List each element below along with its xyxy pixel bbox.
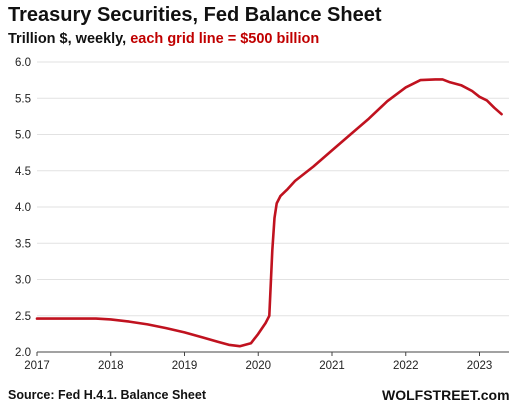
y-tick-label: 2.0 (15, 347, 31, 359)
y-tick-label: 5.0 (15, 130, 31, 142)
grid-lines (37, 61, 509, 353)
x-tick-label: 2019 (172, 360, 198, 372)
x-tick-label: 2017 (24, 360, 50, 372)
x-tick-label: 2021 (319, 360, 345, 372)
chart-subtitle: Trillion $, weekly, each grid line = $50… (8, 31, 319, 47)
series-layer (35, 78, 503, 348)
subtitle-units: Trillion $, weekly, (8, 31, 131, 47)
y-tick-label: 5.5 (15, 93, 31, 105)
x-tick-label: 2022 (393, 360, 419, 372)
y-axis: 2.0 2.5 3.0 3.5 4.0 4.5 5.0 5.5 6.0 (15, 57, 31, 359)
series-line (35, 78, 503, 348)
y-tick-label: 4.0 (15, 202, 31, 214)
x-tick-label: 2023 (467, 360, 493, 372)
y-tick-label: 4.5 (15, 166, 31, 178)
brand-logo: WOLFSTREET.com (382, 387, 510, 403)
y-tick-label: 3.0 (15, 275, 31, 287)
x-axis: 2017 2018 2019 2020 2021 2022 2023 (24, 351, 509, 372)
source-note: Source: Fed H.4.1. Balance Sheet (8, 388, 206, 402)
y-tick-label: 2.5 (15, 311, 31, 323)
y-tick-label: 6.0 (15, 57, 31, 69)
chart-title: Treasury Securities, Fed Balance Sheet (8, 4, 382, 26)
x-tick-label: 2018 (98, 360, 124, 372)
x-tick-label: 2020 (245, 360, 271, 372)
y-tick-label: 3.5 (15, 238, 31, 250)
subtitle-grid-note: each grid line = $500 billion (130, 31, 320, 47)
